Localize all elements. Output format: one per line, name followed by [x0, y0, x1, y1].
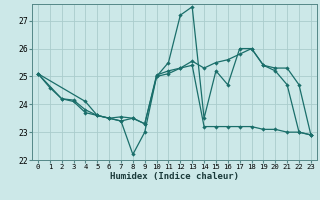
- X-axis label: Humidex (Indice chaleur): Humidex (Indice chaleur): [110, 172, 239, 181]
